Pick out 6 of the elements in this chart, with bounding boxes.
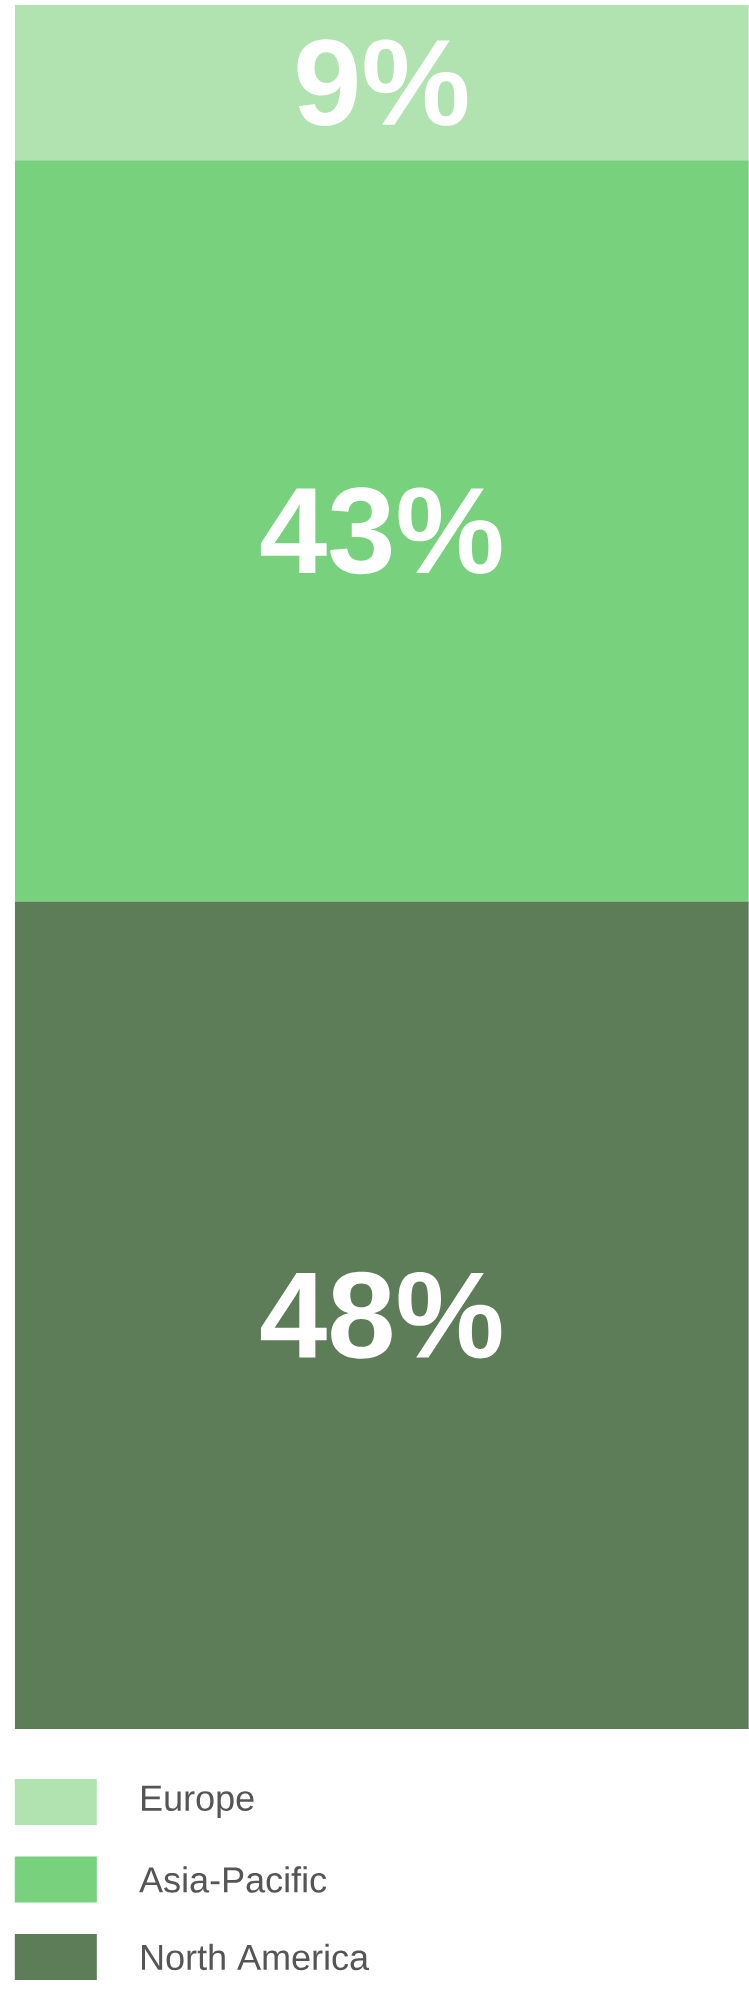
legend-label: North America — [142, 1943, 370, 1971]
data-label: 48% — [261, 1271, 502, 1359]
data-label: 9% — [297, 39, 468, 126]
legend-label: Asia-Pacific — [139, 1866, 327, 1893]
legend-label: Europe — [142, 1785, 254, 1819]
data-label: 43% — [261, 487, 502, 575]
